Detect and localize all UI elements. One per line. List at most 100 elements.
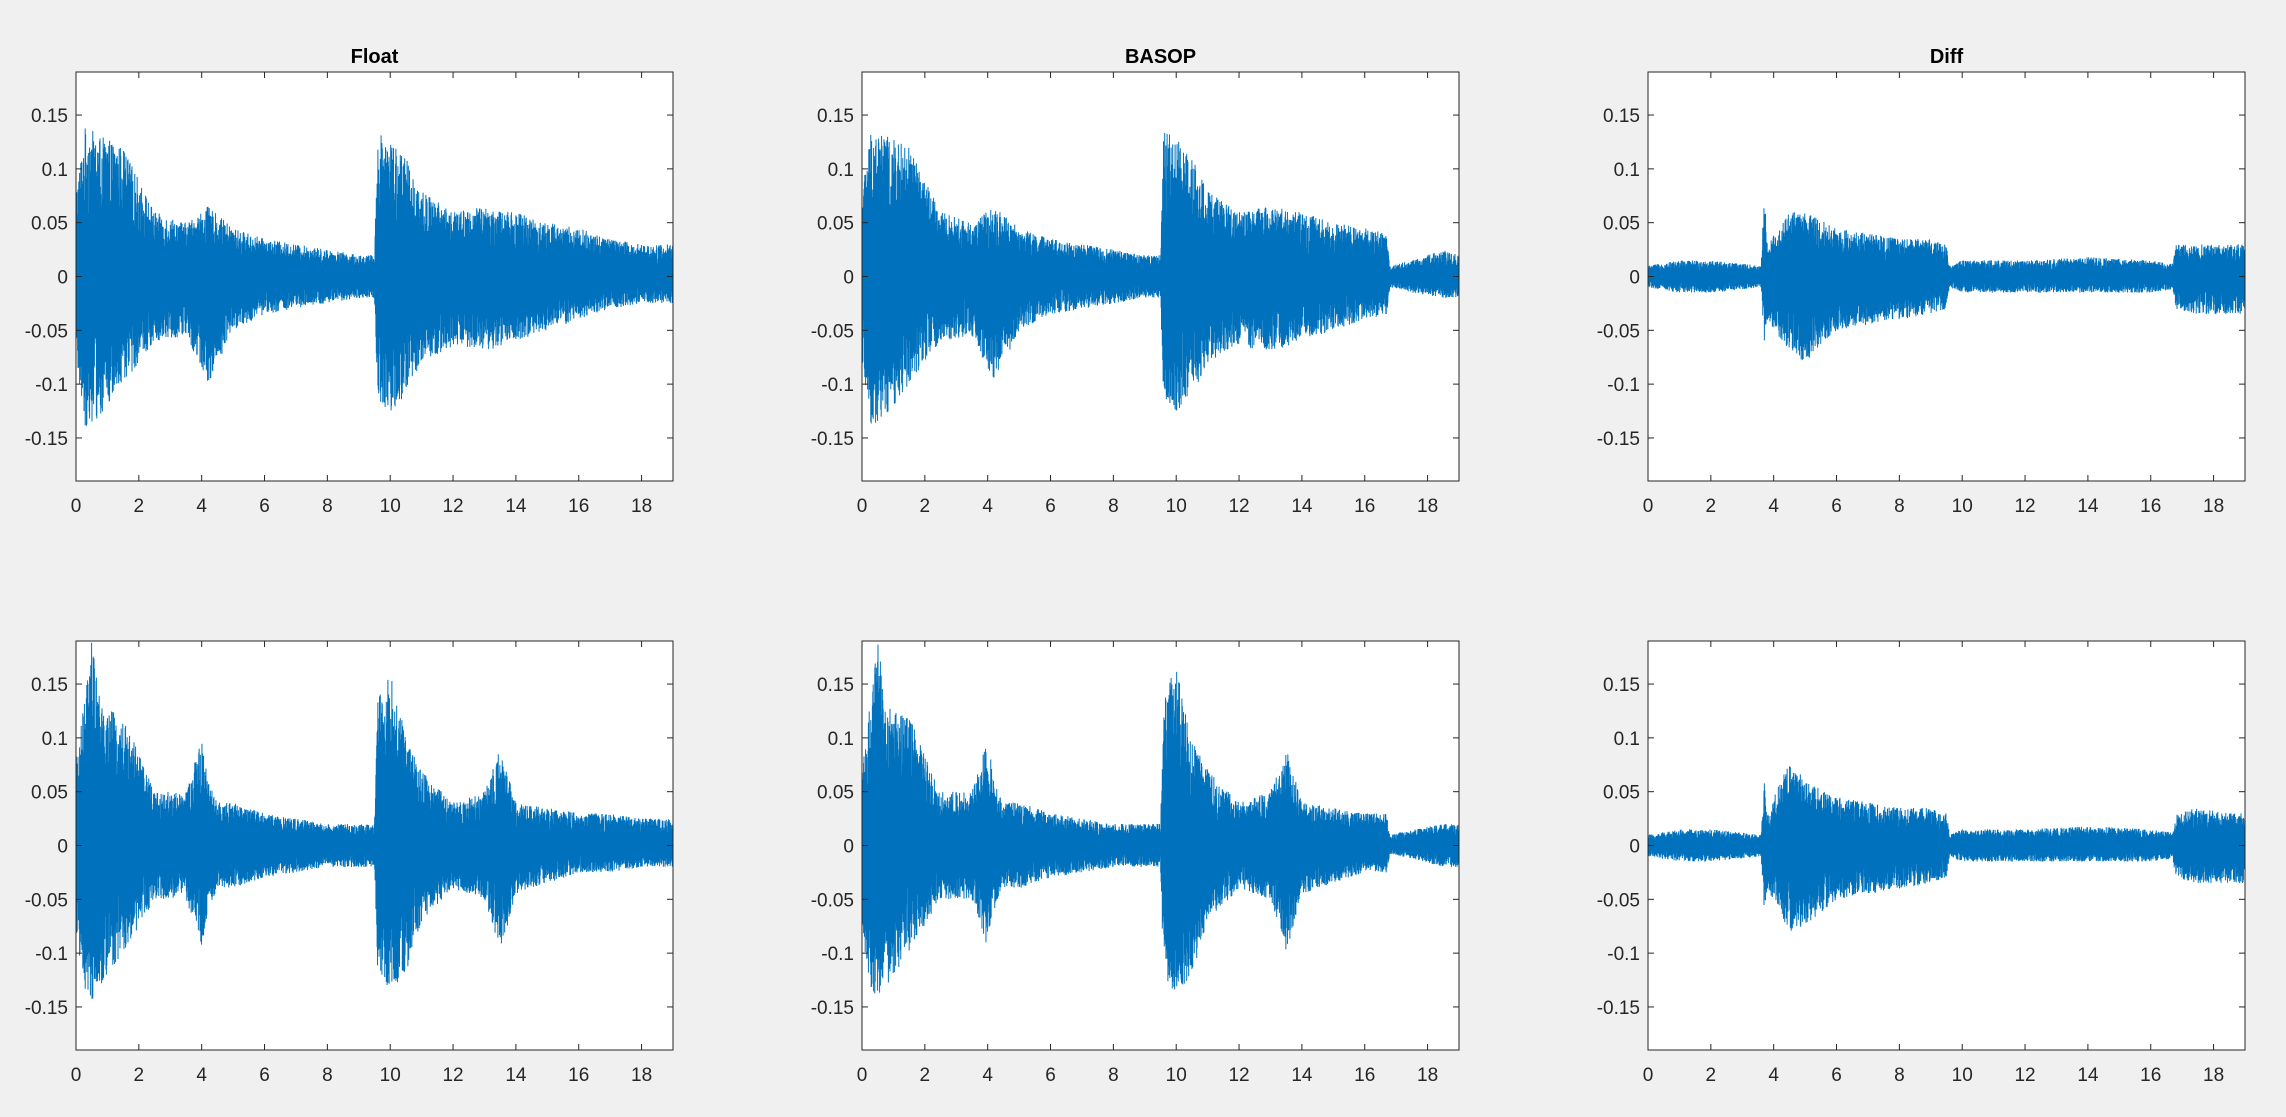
x-tick-label: 10 — [380, 496, 401, 517]
x-tick-label: 4 — [1768, 1065, 1779, 1086]
subplot-1: 0 2 4 6 8 10 12 14 16 18 -0.15 -0.1 -0.05 0 0.05 0.1 0.1… — [25, 46, 674, 517]
x-tick-label: 16 — [568, 1065, 589, 1086]
y-tick-label: -0.1 — [35, 375, 68, 396]
y-tick-label: 0 — [1629, 837, 1640, 858]
x-tick-label: 2 — [1706, 496, 1717, 517]
x-tick-label: 18 — [1417, 1065, 1438, 1086]
waveform-series — [1648, 766, 2245, 931]
y-tick-label: -0.05 — [811, 890, 854, 911]
y-tick-label: -0.15 — [811, 998, 854, 1019]
y-tick-label: 0.1 — [828, 729, 854, 750]
x-tick-label: 4 — [1768, 496, 1779, 517]
y-tick-label: 0 — [57, 837, 68, 858]
x-tick-label: 16 — [1354, 1065, 1375, 1086]
waveform-series — [862, 644, 1459, 994]
subplot-5: 0 2 4 6 8 10 12 14 16 18 -0.15 -0.1 -0.05 0 0.05 0.1 0.1… — [811, 640, 1460, 1086]
y-tick-label: 0.1 — [42, 729, 68, 750]
subplot-4: 0 2 4 6 8 10 12 14 16 18 -0.15 -0.1 -0.05 0 0.05 0.1 0.1… — [25, 640, 674, 1086]
x-tick-label: 6 — [1831, 496, 1842, 517]
x-tick-label: 12 — [1228, 1065, 1249, 1086]
subplot-title: Diff — [1930, 46, 1964, 68]
y-tick-label: -0.15 — [25, 998, 68, 1019]
x-tick-label: 16 — [568, 496, 589, 517]
x-tick-label: 10 — [1166, 496, 1187, 517]
x-tick-label: 14 — [2077, 1065, 2099, 1086]
x-tick-label: 8 — [322, 1065, 333, 1086]
x-tick-label: 4 — [196, 496, 207, 517]
y-tick-label: 0.05 — [31, 214, 68, 235]
subplot-6: 0 2 4 6 8 10 12 14 16 18 -0.15 -0.1 -0.05 0 0.05 0.1 0.1… — [1597, 640, 2246, 1086]
x-tick-label: 14 — [505, 496, 527, 517]
x-tick-label: 18 — [1417, 496, 1438, 517]
y-tick-label: -0.15 — [25, 429, 68, 450]
x-tick-label: 14 — [1291, 496, 1313, 517]
x-tick-label: 6 — [1045, 496, 1056, 517]
x-tick-label: 10 — [380, 1065, 401, 1086]
y-tick-label: 0.05 — [817, 783, 854, 804]
y-tick-label: -0.1 — [1607, 944, 1640, 965]
y-tick-label: -0.15 — [811, 429, 854, 450]
x-tick-label: 2 — [134, 1065, 145, 1086]
waveform-series — [76, 128, 673, 426]
y-tick-label: -0.15 — [1597, 429, 1640, 450]
subplot-2: 0 2 4 6 8 10 12 14 16 18 -0.15 -0.1 -0.05 0 0.05 0.1 0.1… — [811, 46, 1460, 517]
x-tick-label: 8 — [1108, 1065, 1119, 1086]
y-tick-label: -0.1 — [821, 944, 854, 965]
y-tick-label: -0.1 — [1607, 375, 1640, 396]
x-tick-label: 6 — [1831, 1065, 1842, 1086]
x-tick-label: 6 — [259, 1065, 270, 1086]
x-tick-label: 0 — [1643, 496, 1654, 517]
y-tick-label: 0.15 — [1603, 675, 1640, 696]
subplot-3: 0 2 4 6 8 10 12 14 16 18 -0.15 -0.1 -0.05 0 0.05 0.1 0.1… — [1597, 46, 2246, 517]
x-tick-label: 0 — [857, 1065, 868, 1086]
y-tick-label: 0.15 — [31, 675, 68, 696]
x-tick-label: 0 — [71, 496, 82, 517]
y-tick-label: 0.05 — [1603, 783, 1640, 804]
x-tick-label: 10 — [1952, 496, 1973, 517]
y-tick-label: 0.05 — [31, 783, 68, 804]
x-tick-label: 8 — [1108, 496, 1119, 517]
x-tick-label: 16 — [1354, 496, 1375, 517]
y-tick-label: 0 — [843, 268, 854, 289]
x-tick-label: 12 — [2014, 496, 2035, 517]
x-tick-label: 16 — [2140, 1065, 2161, 1086]
x-tick-label: 14 — [2077, 496, 2099, 517]
y-tick-label: 0.05 — [1603, 214, 1640, 235]
x-tick-label: 12 — [2014, 1065, 2035, 1086]
x-tick-label: 12 — [442, 496, 463, 517]
y-tick-label: -0.05 — [1597, 890, 1640, 911]
y-tick-label: 0 — [57, 268, 68, 289]
waveform-series — [76, 642, 673, 1000]
y-tick-label: -0.05 — [811, 321, 854, 342]
x-tick-label: 12 — [1228, 496, 1249, 517]
x-tick-label: 10 — [1952, 1065, 1973, 1086]
subplot-title: Float — [351, 46, 399, 68]
y-tick-label: 0.15 — [817, 675, 854, 696]
y-tick-label: 0.15 — [817, 106, 854, 127]
x-tick-label: 18 — [2203, 496, 2224, 517]
y-tick-label: -0.1 — [821, 375, 854, 396]
y-tick-label: -0.1 — [35, 944, 68, 965]
y-tick-label: 0.1 — [42, 160, 68, 181]
x-tick-label: 18 — [631, 1065, 652, 1086]
y-tick-label: 0 — [1629, 268, 1640, 289]
x-tick-label: 8 — [1894, 496, 1905, 517]
y-tick-label: -0.05 — [1597, 321, 1640, 342]
y-tick-label: 0.05 — [817, 214, 854, 235]
y-tick-label: -0.05 — [25, 890, 68, 911]
x-tick-label: 2 — [1706, 1065, 1717, 1086]
x-tick-label: 2 — [134, 496, 145, 517]
y-tick-label: 0.15 — [31, 106, 68, 127]
y-tick-label: -0.15 — [1597, 998, 1640, 1019]
x-tick-label: 10 — [1166, 1065, 1187, 1086]
x-tick-label: 12 — [442, 1065, 463, 1086]
y-tick-label: 0.1 — [1614, 160, 1640, 181]
x-tick-label: 14 — [1291, 1065, 1313, 1086]
y-tick-label: 0.15 — [1603, 106, 1640, 127]
y-tick-label: 0.1 — [828, 160, 854, 181]
x-tick-label: 2 — [920, 496, 931, 517]
x-tick-label: 14 — [505, 1065, 527, 1086]
x-tick-label: 4 — [196, 1065, 207, 1086]
x-tick-label: 4 — [982, 496, 993, 517]
